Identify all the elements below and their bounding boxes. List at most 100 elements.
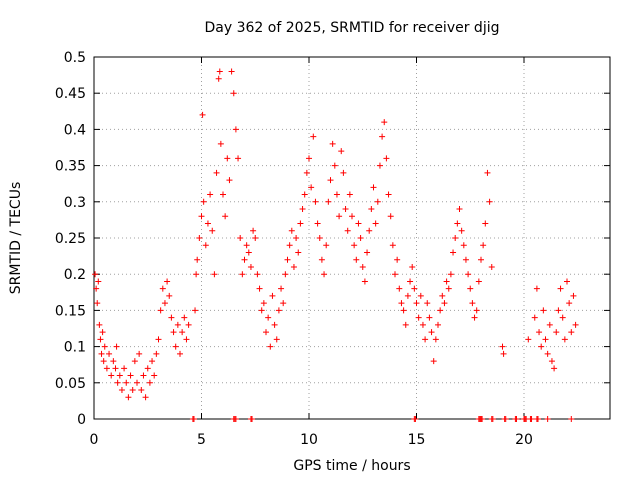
- data-point: [215, 75, 222, 82]
- data-point: [183, 336, 190, 343]
- data-point: [412, 416, 419, 422]
- y-tick-label: 0.2: [64, 267, 86, 283]
- y-tick-label: 0.05: [55, 376, 86, 392]
- data-point: [112, 365, 119, 372]
- data-point: [333, 191, 340, 198]
- data-point: [204, 220, 211, 227]
- data-point: [533, 285, 540, 292]
- data-point: [310, 133, 317, 140]
- data-point: [553, 329, 560, 336]
- data-point: [243, 242, 250, 249]
- data-point: [331, 162, 338, 169]
- data-point: [426, 314, 433, 321]
- data-point: [499, 343, 506, 350]
- data-point: [211, 271, 218, 278]
- data-point: [295, 249, 302, 256]
- data-point: [538, 343, 545, 350]
- data-point: [149, 358, 156, 365]
- data-point: [329, 140, 336, 147]
- data-point: [134, 379, 140, 386]
- data-point: [336, 213, 343, 220]
- data-point: [312, 198, 319, 205]
- data-point: [110, 358, 117, 365]
- data-point: [351, 242, 358, 249]
- data-point: [226, 177, 233, 184]
- data-point: [157, 307, 164, 314]
- data-point: [415, 314, 422, 321]
- data-point: [159, 285, 166, 292]
- data-point: [228, 68, 235, 75]
- data-point: [286, 242, 293, 249]
- data-point: [475, 278, 482, 285]
- data-point: [235, 155, 242, 162]
- data-point: [275, 307, 282, 314]
- data-point: [500, 350, 507, 357]
- data-point: [428, 329, 435, 336]
- data-point: [254, 271, 261, 278]
- data-point: [108, 372, 115, 379]
- data-point: [566, 300, 573, 307]
- y-tick-label: 0.25: [55, 231, 86, 247]
- data-point: [458, 227, 465, 234]
- data-point: [202, 242, 209, 249]
- data-point: [164, 278, 171, 285]
- data-point: [525, 336, 532, 343]
- data-point: [114, 379, 121, 386]
- data-point: [383, 155, 390, 162]
- data-point: [564, 278, 570, 285]
- x-tick-label: 10: [300, 432, 318, 448]
- data-point: [392, 271, 398, 278]
- data-point: [443, 278, 450, 285]
- data-point: [301, 191, 308, 198]
- data-point: [265, 314, 272, 321]
- x-tick-label: 5: [197, 432, 206, 448]
- data-point: [489, 416, 496, 422]
- data-point: [166, 292, 173, 299]
- y-tick-label: 0.4: [64, 122, 86, 138]
- data-point: [230, 90, 237, 97]
- data-point: [572, 321, 579, 328]
- data-point: [413, 300, 420, 307]
- data-point: [177, 350, 183, 357]
- data-point: [531, 314, 538, 321]
- data-point: [144, 365, 151, 372]
- data-point: [316, 235, 323, 241]
- data-point: [121, 365, 128, 372]
- data-point: [97, 336, 104, 343]
- data-point: [99, 329, 106, 336]
- y-tick-label: 0.3: [64, 195, 86, 211]
- data-point: [355, 220, 362, 227]
- data-point: [138, 387, 145, 394]
- data-point: [216, 68, 223, 75]
- data-point: [548, 358, 555, 365]
- data-point: [237, 235, 244, 241]
- data-point: [542, 336, 549, 343]
- data-point: [407, 278, 414, 285]
- data-point: [404, 292, 411, 299]
- data-point: [454, 220, 461, 227]
- data-point: [417, 292, 424, 299]
- data-point: [460, 242, 467, 249]
- data-point: [435, 321, 441, 328]
- data-point: [528, 416, 535, 422]
- data-point: [196, 235, 203, 241]
- data-point: [127, 372, 134, 379]
- data-point: [314, 220, 321, 227]
- data-point: [263, 329, 269, 336]
- data-point: [190, 416, 197, 422]
- data-point: [551, 365, 558, 372]
- data-point: [439, 292, 446, 299]
- data-point: [161, 300, 168, 307]
- data-point: [258, 307, 265, 314]
- data-point: [222, 213, 229, 220]
- data-point: [118, 387, 125, 394]
- data-point: [267, 343, 274, 350]
- y-axis-label: SRMTID / TECUs: [8, 182, 24, 295]
- data-point: [344, 227, 351, 234]
- data-point: [193, 271, 200, 278]
- data-point: [473, 307, 480, 314]
- data-point: [534, 416, 541, 422]
- data-point: [366, 227, 373, 234]
- data-point: [340, 169, 347, 176]
- data-point: [486, 198, 493, 205]
